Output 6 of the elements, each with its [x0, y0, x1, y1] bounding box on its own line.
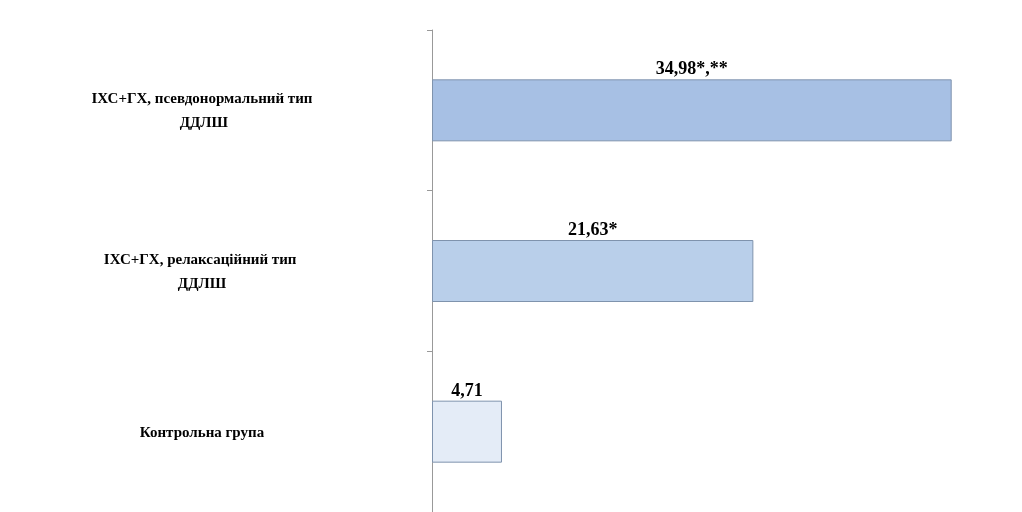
y-tick-label: ІХС+ГХ, псевдонормальний тип ДДЛШ — [91, 90, 313, 131]
y-tick-label: ІХС+ГХ, релаксаційний тип ДДЛШ — [103, 251, 301, 291]
data-label: 34,98*,** — [655, 58, 728, 79]
data-label: 21,63* — [567, 219, 618, 239]
y-tick-label: Контрольна група — [139, 423, 265, 440]
data-label: 4,71 — [451, 379, 483, 400]
